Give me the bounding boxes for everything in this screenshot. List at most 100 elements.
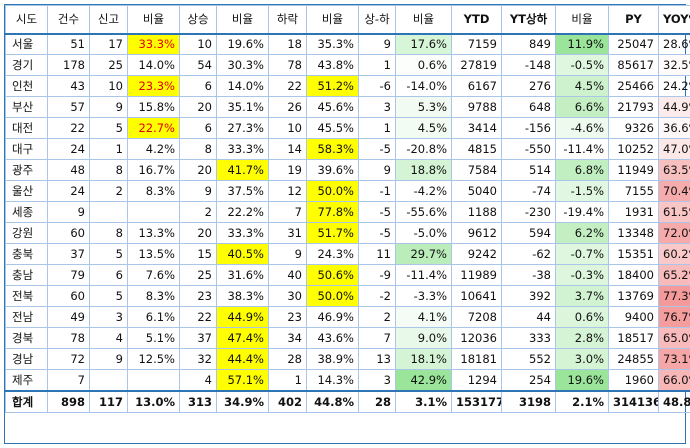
cell-net-diff: -1: [358, 180, 396, 202]
table-row: 서울 51 17 33.3% 10 19.6% 18 35.3% 9 17.6% 7159 849 11…: [5, 33, 690, 55]
cell-net-diff: -5: [358, 222, 396, 244]
cell-count: 51: [47, 33, 90, 55]
cell-fall-ratio: 45.6%: [306, 96, 359, 118]
cell-ytd: 27819: [451, 54, 502, 76]
cell-report-ratio: [127, 201, 180, 223]
cell-yt-diff-ratio: -11.4%: [555, 138, 609, 160]
table-row: 경기 178 25 14.0% 54 30.3% 78 43.8% 1 0.6% 27819 -148…: [5, 54, 690, 76]
cell-yt-diff-ratio: 3.0%: [555, 348, 609, 370]
cell-py: 9400: [608, 306, 659, 328]
cell-yt-diff: 44: [501, 306, 556, 328]
cell-report: [89, 369, 128, 391]
cell-net-diff-ratio: -14.0%: [395, 75, 452, 97]
cell-ytd: 10641: [451, 285, 502, 307]
cell-rise-ratio: 44.9%: [216, 306, 269, 328]
cell-region: 제주: [5, 369, 48, 391]
cell-yoy: 47.0%: [658, 138, 690, 160]
cell-yt-diff: 594: [501, 222, 556, 244]
cell-count: 49: [47, 306, 90, 328]
cell-net-diff-ratio: -3.3%: [395, 285, 452, 307]
cell-rise: 15: [179, 243, 217, 265]
table-body: 서울 51 17 33.3% 10 19.6% 18 35.3% 9 17.6% 7159 849 11…: [5, 33, 690, 413]
cell-net-diff-ratio: 4.1%: [395, 306, 452, 328]
cell-net-diff: -2: [358, 285, 396, 307]
total-ytd: 153177: [451, 389, 502, 413]
cell-fall-ratio: 45.5%: [306, 117, 359, 139]
cell-net-diff: 2: [358, 306, 396, 328]
cell-report: 9: [89, 348, 128, 370]
cell-net-diff: 13: [358, 348, 396, 370]
cell-fall: 19: [268, 159, 307, 181]
header-rise: 상승: [179, 5, 217, 35]
cell-py: 85617: [608, 54, 659, 76]
cell-count: 24: [47, 138, 90, 160]
table-row: 대구 24 1 4.2% 8 33.3% 14 58.3% -5 -20.8% 4815 -550 -1…: [5, 138, 690, 160]
cell-count: 78: [47, 327, 90, 349]
cell-yoy: 36.6%: [658, 117, 690, 139]
cell-ytd: 11989: [451, 264, 502, 286]
cell-yoy: 32.5%: [658, 54, 690, 76]
cell-yoy: 72.0%: [658, 222, 690, 244]
cell-fall-ratio: 43.8%: [306, 54, 359, 76]
cell-yoy: 28.6%: [658, 33, 690, 55]
cell-yt-diff: 849: [501, 33, 556, 55]
cell-count: 22: [47, 117, 90, 139]
cell-fall-ratio: 51.2%: [306, 75, 359, 97]
cell-py: 25047: [608, 33, 659, 55]
cell-rise: 54: [179, 54, 217, 76]
total-rise-ratio: 34.9%: [216, 389, 269, 413]
cell-py: 15351: [608, 243, 659, 265]
cell-net-diff: -9: [358, 264, 396, 286]
cell-net-diff-ratio: -55.6%: [395, 201, 452, 223]
cell-fall-ratio: 50.6%: [306, 264, 359, 286]
cell-net-diff: 1: [358, 117, 396, 139]
cell-py: 24855: [608, 348, 659, 370]
cell-net-diff-ratio: 0.6%: [395, 54, 452, 76]
cell-count: 48: [47, 159, 90, 181]
cell-yoy: 44.9%: [658, 96, 690, 118]
cell-report-ratio: 16.7%: [127, 159, 180, 181]
cell-report-ratio: 14.0%: [127, 54, 180, 76]
cell-yoy: 77.3%: [658, 285, 690, 307]
total-py: 314136: [608, 389, 659, 413]
cell-py: 9326: [608, 117, 659, 139]
header-net-diff-ratio: 비율: [395, 5, 452, 35]
cell-yt-diff-ratio: -0.5%: [555, 54, 609, 76]
cell-region: 대전: [5, 117, 48, 139]
cell-count: 9: [47, 201, 90, 223]
cell-report: 8: [89, 222, 128, 244]
table-row: 광주 48 8 16.7% 20 41.7% 19 39.6% 9 18.8% 7584 514 6.8…: [5, 159, 690, 181]
cell-net-diff-ratio: 4.5%: [395, 117, 452, 139]
cell-yt-diff: 514: [501, 159, 556, 181]
cell-report-ratio: 13.5%: [127, 243, 180, 265]
total-row: 합계 898 117 13.0% 313 34.9% 402 44.8% 28 3.1% 15317…: [5, 389, 690, 413]
cell-region: 대구: [5, 138, 48, 160]
cell-yoy: 60.2%: [658, 243, 690, 265]
cell-count: 178: [47, 54, 90, 76]
cell-yt-diff-ratio: 6.8%: [555, 159, 609, 181]
cell-yt-diff-ratio: 4.5%: [555, 75, 609, 97]
cell-fall: 31: [268, 222, 307, 244]
cell-fall: 26: [268, 96, 307, 118]
cell-report: 25: [89, 54, 128, 76]
cell-count: 72: [47, 348, 90, 370]
cell-rise: 20: [179, 159, 217, 181]
cell-report-ratio: 12.5%: [127, 348, 180, 370]
cell-fall: 12: [268, 180, 307, 202]
cell-yoy: 24.2%: [658, 75, 690, 97]
cell-net-diff-ratio: 9.0%: [395, 327, 452, 349]
header-report: 신고: [89, 5, 128, 35]
cell-region: 세종: [5, 201, 48, 223]
cell-fall-ratio: 39.6%: [306, 159, 359, 181]
cell-rise: 9: [179, 180, 217, 202]
cell-rise-ratio: 41.7%: [216, 159, 269, 181]
header-count: 건수: [47, 5, 90, 35]
cell-rise: 32: [179, 348, 217, 370]
cell-fall: 78: [268, 54, 307, 76]
cell-rise-ratio: 38.3%: [216, 285, 269, 307]
cell-net-diff: 1: [358, 54, 396, 76]
cell-rise-ratio: 37.5%: [216, 180, 269, 202]
cell-region: 부산: [5, 96, 48, 118]
